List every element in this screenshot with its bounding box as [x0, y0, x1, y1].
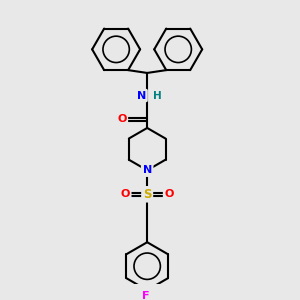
Text: O: O: [117, 115, 127, 124]
Text: F: F: [142, 291, 149, 300]
Text: N: N: [137, 91, 146, 100]
Text: S: S: [143, 188, 152, 201]
Text: O: O: [121, 189, 130, 199]
Text: N: N: [142, 165, 152, 175]
Text: H: H: [153, 91, 161, 100]
Text: O: O: [164, 189, 174, 199]
